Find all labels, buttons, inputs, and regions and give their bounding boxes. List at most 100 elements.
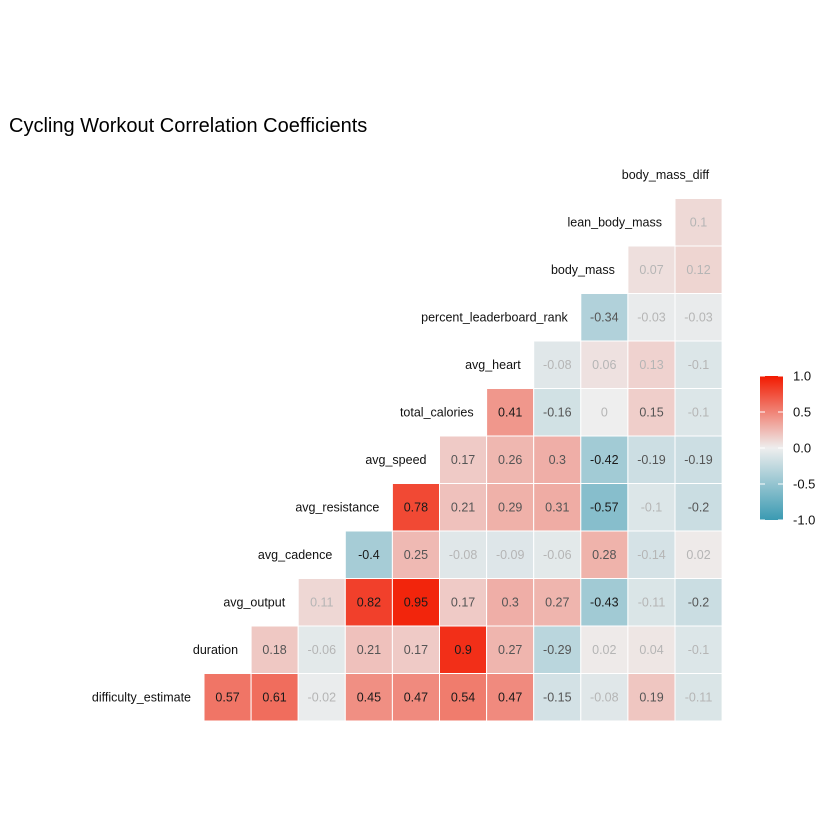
cell-value-label: 0.11: [310, 595, 333, 609]
cell-value-label: 0.18: [262, 643, 286, 657]
row-label: body_mass: [551, 263, 615, 277]
cell-value-label: 0.13: [639, 358, 663, 372]
heatmap-cell: [250, 625, 299, 674]
cell-value-label: 0.26: [498, 453, 522, 467]
cell-value-label: 0.17: [404, 643, 428, 657]
heatmap-cell: [533, 388, 582, 437]
cell-value-label: -0.1: [688, 358, 710, 372]
heatmap-cell: [580, 435, 629, 484]
heatmap-cell: [297, 578, 346, 627]
cell-value-label: 0.17: [451, 453, 475, 467]
cell-value-label: 0.27: [545, 595, 569, 609]
cell-value-label: -0.34: [590, 310, 619, 324]
heatmap-cell: [674, 578, 723, 627]
chart-title: Cycling Workout Correlation Coefficients: [9, 115, 367, 137]
heatmap-cell: [627, 388, 676, 437]
row-label: lean_body_mass: [567, 215, 662, 229]
legend-tick-label: -1.0: [793, 513, 815, 528]
heatmap-cell: [533, 578, 582, 627]
color-legend: 1.0 0.5 0.0 -0.5 -1.0: [760, 369, 815, 528]
row-label: total_calories: [400, 405, 474, 419]
cell-value-label: -0.57: [590, 500, 619, 514]
heatmap-cell: [250, 673, 299, 722]
heatmap-cell: [391, 673, 440, 722]
row-label: avg_cadence: [258, 548, 332, 562]
heatmap-cell: [486, 625, 535, 674]
heatmap-cell: [486, 483, 535, 532]
cell-value-label: -0.06: [543, 548, 572, 562]
cell-value-label: 0.1: [690, 215, 707, 229]
heatmap-cell: [580, 625, 629, 674]
heatmap-cell: [203, 673, 252, 722]
heatmap-cell: [344, 530, 393, 579]
heatmap-cell: [627, 673, 676, 722]
cell-value-label: 0.15: [639, 405, 663, 419]
heatmap-cells: 0.57 0.61 -0.02 0.45 0.47 0.54 0.47 -0.15 -0.08 0…: [203, 198, 723, 722]
cell-value-label: 0.07: [639, 263, 663, 277]
heatmap-cell: [674, 198, 723, 247]
row-label: percent_leaderboard_rank: [421, 310, 568, 324]
heatmap-cell: [486, 435, 535, 484]
heatmap-cell: [627, 340, 676, 389]
cell-value-label: 0.28: [592, 548, 616, 562]
heatmap-cell: [580, 530, 629, 579]
heatmap-cell: [580, 388, 629, 437]
cell-value-label: -0.11: [638, 595, 666, 609]
heatmap-cell: [627, 245, 676, 294]
heatmap-cell: [627, 293, 676, 342]
heatmap-cell: [627, 435, 676, 484]
row-label: difficulty_estimate: [92, 690, 191, 704]
heatmap-cell: [533, 625, 582, 674]
row-label: duration: [193, 643, 238, 657]
heatmap-cell: [674, 245, 723, 294]
heatmap-cell: [674, 530, 723, 579]
cell-value-label: 0.57: [215, 690, 239, 704]
cell-value-label: 0.19: [639, 690, 663, 704]
heatmap-cell: [674, 483, 723, 532]
cell-value-label: 0.29: [498, 500, 522, 514]
cell-value-label: 0.17: [451, 595, 475, 609]
cell-value-label: -0.29: [543, 643, 572, 657]
cell-value-label: 0: [601, 405, 608, 419]
heatmap-cell: [580, 293, 629, 342]
cell-value-label: -0.19: [684, 453, 713, 467]
cell-value-label: 0.9: [454, 643, 471, 657]
cell-value-label: -0.08: [590, 690, 619, 704]
legend-tick-label: 0.0: [793, 441, 811, 456]
row-label: avg_output: [223, 595, 285, 609]
cell-value-label: 0.47: [498, 690, 522, 704]
row-label: avg_heart: [465, 358, 521, 372]
cell-value-label: -0.03: [637, 310, 666, 324]
cell-value-label: 0.02: [592, 643, 616, 657]
cell-value-label: 0.47: [404, 690, 428, 704]
heatmap-cell: [486, 530, 535, 579]
heatmap-cell: [674, 340, 723, 389]
cell-value-label: -0.02: [308, 690, 337, 704]
cell-value-label: -0.08: [543, 358, 572, 372]
heatmap-cell: [391, 483, 440, 532]
cell-value-label: -0.16: [543, 405, 572, 419]
row-label: body_mass_diff: [622, 168, 710, 182]
cell-value-label: 0.3: [502, 595, 519, 609]
cell-value-label: -0.06: [308, 643, 337, 657]
cell-value-label: 0.25: [404, 548, 428, 562]
cell-value-label: -0.42: [590, 453, 619, 467]
heatmap-cell: [580, 673, 629, 722]
row-label: avg_speed: [365, 453, 426, 467]
heatmap-cell: [674, 673, 723, 722]
heatmap-cell: [533, 340, 582, 389]
cell-value-label: 0.21: [451, 500, 475, 514]
cell-value-label: 0.31: [545, 500, 569, 514]
cell-value-label: -0.43: [590, 595, 619, 609]
legend-tick-label: 0.5: [793, 405, 811, 420]
row-label: avg_resistance: [295, 500, 379, 514]
cell-value-label: -0.1: [688, 643, 710, 657]
heatmap-cell: [674, 293, 723, 342]
cell-value-label: 0.61: [262, 690, 286, 704]
heatmap-cell: [439, 625, 488, 674]
legend-tick-label: -0.5: [793, 477, 815, 492]
cell-value-label: 0.21: [357, 643, 381, 657]
cell-value-label: 0.82: [357, 595, 381, 609]
cell-value-label: -0.03: [684, 310, 713, 324]
